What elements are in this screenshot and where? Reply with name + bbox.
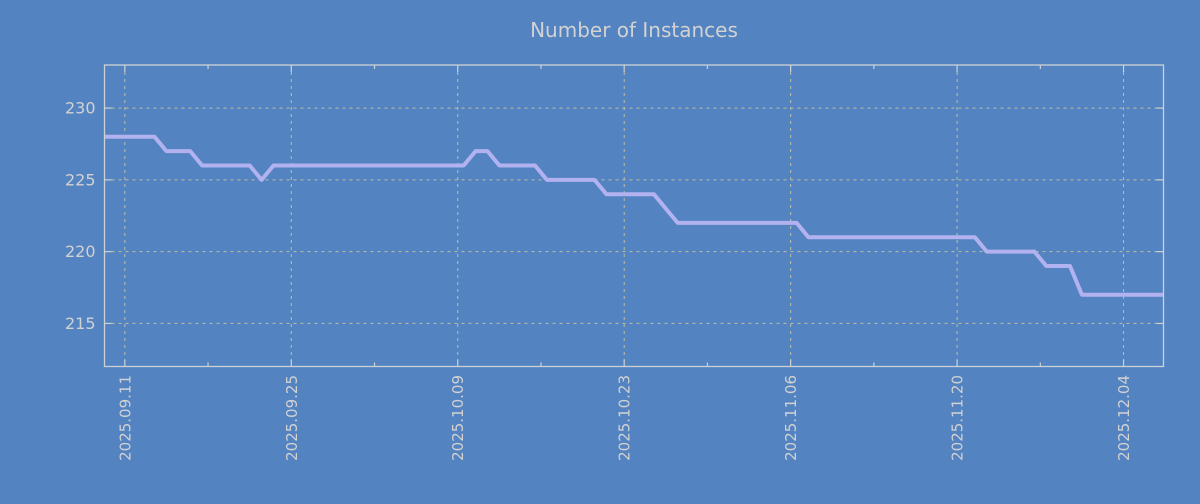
x-tick-label: 2025.11.20 bbox=[949, 375, 967, 461]
y-tick-label: 215 bbox=[65, 314, 96, 333]
y-tick-label: 230 bbox=[65, 99, 96, 118]
x-tick-label: 2025.11.06 bbox=[782, 375, 800, 461]
plot-border bbox=[103, 64, 1165, 368]
y-tick-label: 220 bbox=[65, 242, 96, 261]
x-tick-label: 2025.10.23 bbox=[616, 375, 634, 461]
x-tick-label: 2025.12.04 bbox=[1115, 375, 1133, 461]
y-tick-label: 225 bbox=[65, 170, 96, 189]
data-line-instances bbox=[104, 134, 1164, 297]
x-tick-label: 2025.09.25 bbox=[283, 375, 301, 461]
chart-title: Number of Instances bbox=[530, 18, 738, 42]
x-tick-label: 2025.10.09 bbox=[449, 375, 467, 461]
x-tick-label: 2025.09.11 bbox=[116, 375, 134, 461]
